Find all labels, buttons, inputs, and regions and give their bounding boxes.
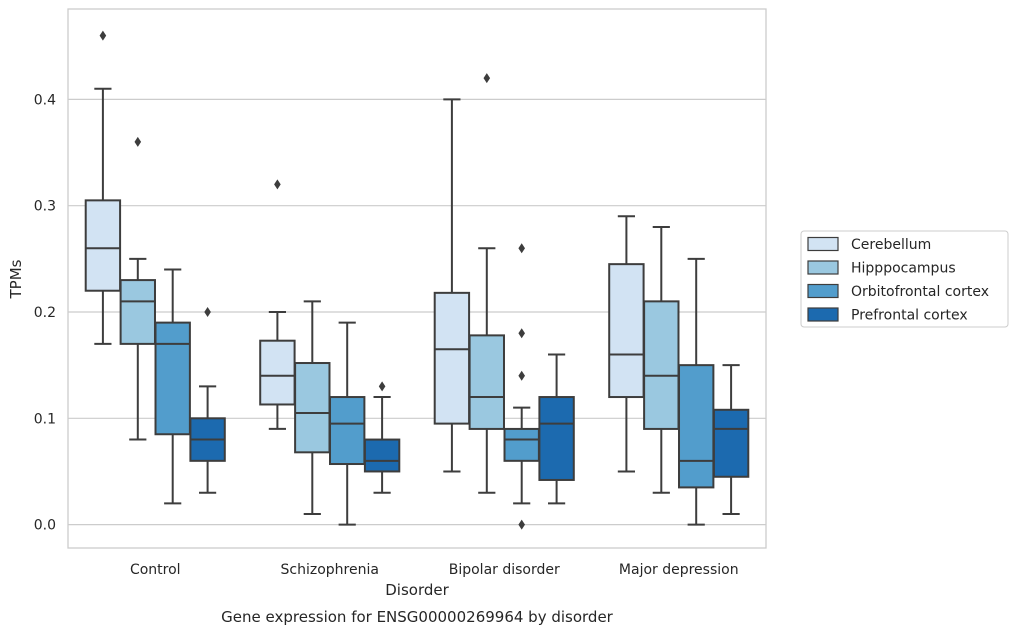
box-iqr — [433, 291, 471, 425]
box-plots — [84, 30, 750, 530]
x-axis-title: Disorder — [385, 581, 449, 599]
box-cerebellum — [259, 179, 296, 430]
box-cerebellum — [608, 215, 645, 473]
y-axis-title: TPMs — [7, 259, 25, 299]
box-orbitofrontal-cortex — [503, 243, 540, 530]
x-axis: Control Schizophrenia Bipolar disorder Majo… — [130, 562, 739, 578]
y-axis: 0.0 0.1 0.2 0.3 0.4 — [34, 92, 56, 533]
legend-label: Hipppocampus — [851, 261, 956, 277]
box-iqr — [294, 362, 331, 454]
box-orbitofrontal-cortex — [329, 321, 366, 526]
box-hipppocampus — [643, 225, 680, 494]
y-tick-label: 0.1 — [34, 411, 56, 427]
box-iqr — [363, 438, 401, 473]
x-tick-label: Control — [130, 562, 181, 578]
y-tick-label: 0.2 — [34, 305, 56, 321]
box-iqr — [468, 334, 505, 430]
box-iqr — [538, 396, 575, 481]
outlier-point — [483, 73, 491, 84]
box-hipppocampus — [119, 136, 156, 441]
box-iqr — [84, 199, 122, 292]
y-tick-label: 0.4 — [34, 92, 56, 108]
box-iqr — [119, 279, 156, 345]
legend-label: Prefrontal cortex — [851, 308, 968, 324]
box-prefrontal-cortex — [189, 306, 226, 494]
box-cerebellum — [433, 98, 471, 473]
legend: Cerebellum Hipppocampus Orbitofrontal cort… — [800, 230, 1009, 328]
legend-label: Orbitofrontal cortex — [851, 284, 989, 300]
legend-frame — [800, 230, 1009, 328]
box-iqr — [503, 427, 540, 462]
plot-area — [67, 8, 767, 549]
outlier-point — [134, 136, 142, 147]
legend-swatch — [807, 236, 839, 252]
box-iqr — [259, 339, 296, 406]
y-tick-label: 0.0 — [34, 518, 56, 534]
box-cerebellum — [84, 30, 122, 345]
chart-caption: Gene expression for ENSG00000269964 by d… — [221, 608, 614, 626]
box-prefrontal-cortex — [538, 353, 575, 505]
box-iqr — [678, 364, 715, 489]
box-prefrontal-cortex — [712, 364, 750, 515]
box-iqr — [608, 263, 645, 399]
box-hipppocampus — [468, 73, 505, 494]
box-iqr — [154, 321, 191, 436]
box-orbitofrontal-cortex — [154, 268, 191, 505]
box-iqr — [712, 408, 750, 478]
x-tick-label: Bipolar disorder — [449, 562, 560, 578]
y-tick-label: 0.3 — [34, 199, 56, 215]
legend-swatch — [807, 283, 839, 299]
box-prefrontal-cortex — [363, 381, 401, 494]
box-iqr — [329, 396, 366, 466]
box-hipppocampus — [294, 300, 331, 515]
outlier-point — [518, 370, 525, 381]
outlier-point — [518, 243, 525, 254]
outlier-point — [99, 30, 107, 41]
outlier-point — [518, 519, 525, 530]
legend-swatch — [807, 260, 839, 275]
x-tick-label: Schizophrenia — [281, 562, 379, 578]
outlier-point — [518, 328, 525, 339]
legend-swatch — [807, 307, 839, 322]
box-orbitofrontal-cortex — [678, 257, 715, 526]
box-iqr — [643, 300, 680, 430]
outlier-point — [378, 381, 386, 392]
x-tick-label: Major depression — [619, 562, 739, 578]
outlier-point — [204, 306, 211, 317]
outlier-point — [274, 179, 281, 190]
legend-label: Cerebellum — [851, 237, 931, 253]
